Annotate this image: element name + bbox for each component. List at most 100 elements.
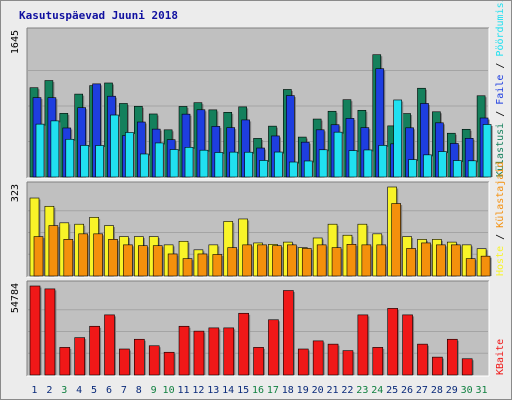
bar-top-pöördumisi-day-15 <box>244 151 253 178</box>
x-tick-label-day-27: 27 <box>416 385 428 396</box>
bar-middle-külastajaid-day-1 <box>33 236 44 277</box>
bar-top-pöördumisi-day-2 <box>50 120 60 178</box>
bar-top-pöördumisi-day-21 <box>333 131 343 178</box>
legend-middle: Hoste / Külastajaid <box>495 162 506 276</box>
x-tick-label-day-8: 8 <box>136 385 142 396</box>
bar-top-pöördumisi-day-5 <box>95 145 104 178</box>
bar-bottom-kbaite-day-17 <box>268 319 279 376</box>
bar-middle-külastajaid-day-13 <box>212 254 223 277</box>
bar-bottom-kbaite-day-11 <box>178 325 190 376</box>
bar-top-pöördumisi-day-12 <box>199 149 209 178</box>
bar-top-pöördumisi-day-7 <box>125 132 134 178</box>
x-tick-label-day-11: 11 <box>177 385 189 396</box>
bar-middle-külastajaid-day-16 <box>257 244 267 277</box>
x-tick-label-day-28: 28 <box>431 385 443 396</box>
bar-bottom-kbaite-day-12 <box>193 330 205 376</box>
bar-top-pöördumisi-day-25 <box>393 99 402 178</box>
legend-entry-külastusi: Külastusi <box>495 123 506 177</box>
bar-bottom-kbaite-day-10 <box>163 351 175 376</box>
bar-top-pöördumisi-day-20 <box>318 149 328 178</box>
bar-top-pöördumisi-day-17 <box>274 151 283 178</box>
legend-bottom: KBaite <box>495 339 506 375</box>
legend-separator: / <box>495 57 506 75</box>
bar-top-pöördumisi-day-11 <box>184 147 194 178</box>
x-tick-label-day-12: 12 <box>192 385 204 396</box>
bar-middle-külastajaid-day-8 <box>138 245 148 277</box>
bar-middle-külastajaid-day-25 <box>391 203 401 277</box>
bar-middle-külastajaid-day-20 <box>316 244 327 277</box>
bar-top-pöördumisi-day-28 <box>438 151 447 178</box>
bar-bottom-kbaite-day-23 <box>357 314 369 376</box>
bar-middle-külastajaid-day-23 <box>361 244 372 277</box>
bar-middle-külastajaid-day-26 <box>406 248 416 277</box>
bar-bottom-kbaite-day-2 <box>44 288 56 376</box>
bar-bottom-kbaite-day-22 <box>342 350 354 376</box>
bar-bottom-kbaite-day-25 <box>387 308 398 376</box>
bar-middle-külastajaid-day-14 <box>227 247 238 277</box>
bar-bottom-kbaite-day-27 <box>417 343 428 376</box>
y-max-label-bottom: 54784 <box>10 283 21 313</box>
x-tick-label-day-23: 23 <box>356 385 368 396</box>
bar-middle-külastajaid-day-19 <box>301 248 312 277</box>
legend-entry-faile: Faile <box>495 75 506 105</box>
x-tick-label-day-1: 1 <box>31 385 37 396</box>
bar-bottom-kbaite-day-5 <box>89 325 100 376</box>
bar-top-pöördumisi-day-23 <box>363 149 373 178</box>
x-tick-label-day-9: 9 <box>151 385 157 396</box>
bar-middle-külastajaid-day-17 <box>272 245 282 277</box>
x-tick-label-day-6: 6 <box>106 385 112 396</box>
bar-bottom-kbaite-day-19 <box>297 348 309 376</box>
x-tick-label-day-3: 3 <box>61 385 67 396</box>
bar-top-pöördumisi-day-30 <box>467 160 477 178</box>
bar-middle-külastajaid-day-6 <box>108 239 118 277</box>
x-tick-label-day-13: 13 <box>207 385 219 396</box>
bar-bottom-kbaite-day-28 <box>432 356 443 376</box>
x-tick-label-day-30: 30 <box>461 385 473 396</box>
x-tick-label-day-29: 29 <box>446 385 458 396</box>
x-tick-label-day-19: 19 <box>297 385 309 396</box>
bar-bottom-kbaite-day-21 <box>327 343 339 376</box>
bar-bottom-kbaite-day-24 <box>372 347 384 376</box>
x-tick-label-day-17: 17 <box>267 385 279 396</box>
bar-middle-külastajaid-day-29 <box>450 244 461 277</box>
x-tick-label-day-2: 2 <box>46 385 52 396</box>
bar-bottom-kbaite-day-3 <box>59 347 71 376</box>
x-tick-label-day-4: 4 <box>76 385 82 396</box>
legend-separator: / <box>495 105 506 123</box>
bar-bottom-kbaite-day-7 <box>119 348 130 376</box>
bar-top-pöördumisi-day-3 <box>65 138 75 178</box>
x-tick-label-day-16: 16 <box>252 385 264 396</box>
bar-middle-külastajaid-day-15 <box>242 244 252 277</box>
bar-middle-külastajaid-day-12 <box>197 253 208 277</box>
bar-middle-külastajaid-day-28 <box>436 244 446 277</box>
bar-bottom-kbaite-day-16 <box>253 347 264 376</box>
bar-top-pöördumisi-day-26 <box>408 159 417 178</box>
bar-bottom-kbaite-day-8 <box>134 338 145 376</box>
bar-bottom-kbaite-day-4 <box>74 337 86 376</box>
x-tick-label-day-18: 18 <box>282 385 294 396</box>
bar-middle-külastajaid-day-22 <box>346 244 357 277</box>
y-max-label-top: 1645 <box>10 30 21 54</box>
bar-top-pöördumisi-day-18 <box>289 161 298 178</box>
chart-title: Kasutuspäevad Juuni 2018 <box>19 9 178 22</box>
bar-middle-külastajaid-day-27 <box>421 242 431 277</box>
bar-top-pöördumisi-day-9 <box>154 142 164 178</box>
bar-middle-külastajaid-day-7 <box>123 244 133 277</box>
bar-top-pöördumisi-day-24 <box>378 145 388 178</box>
bar-top-pöördumisi-day-31 <box>482 124 492 178</box>
bar-top-pöördumisi-day-14 <box>229 151 239 178</box>
legend-top: Külastusi / Faile / Pöördumisi <box>495 1 506 177</box>
x-tick-label-day-14: 14 <box>222 385 234 396</box>
x-tick-label-day-20: 20 <box>312 385 324 396</box>
x-tick-label-day-7: 7 <box>121 385 127 396</box>
bar-top-pöördumisi-day-29 <box>452 160 462 178</box>
bar-bottom-kbaite-day-30 <box>461 358 473 376</box>
bar-bottom-kbaite-day-1 <box>29 285 41 376</box>
bar-middle-külastajaid-day-24 <box>376 244 387 277</box>
bar-bottom-kbaite-day-14 <box>223 327 235 376</box>
bar-bottom-kbaite-day-20 <box>312 340 324 376</box>
bar-bottom-kbaite-day-9 <box>148 345 160 376</box>
legend-entry-pöördumisi: Pöördumisi <box>495 1 506 57</box>
